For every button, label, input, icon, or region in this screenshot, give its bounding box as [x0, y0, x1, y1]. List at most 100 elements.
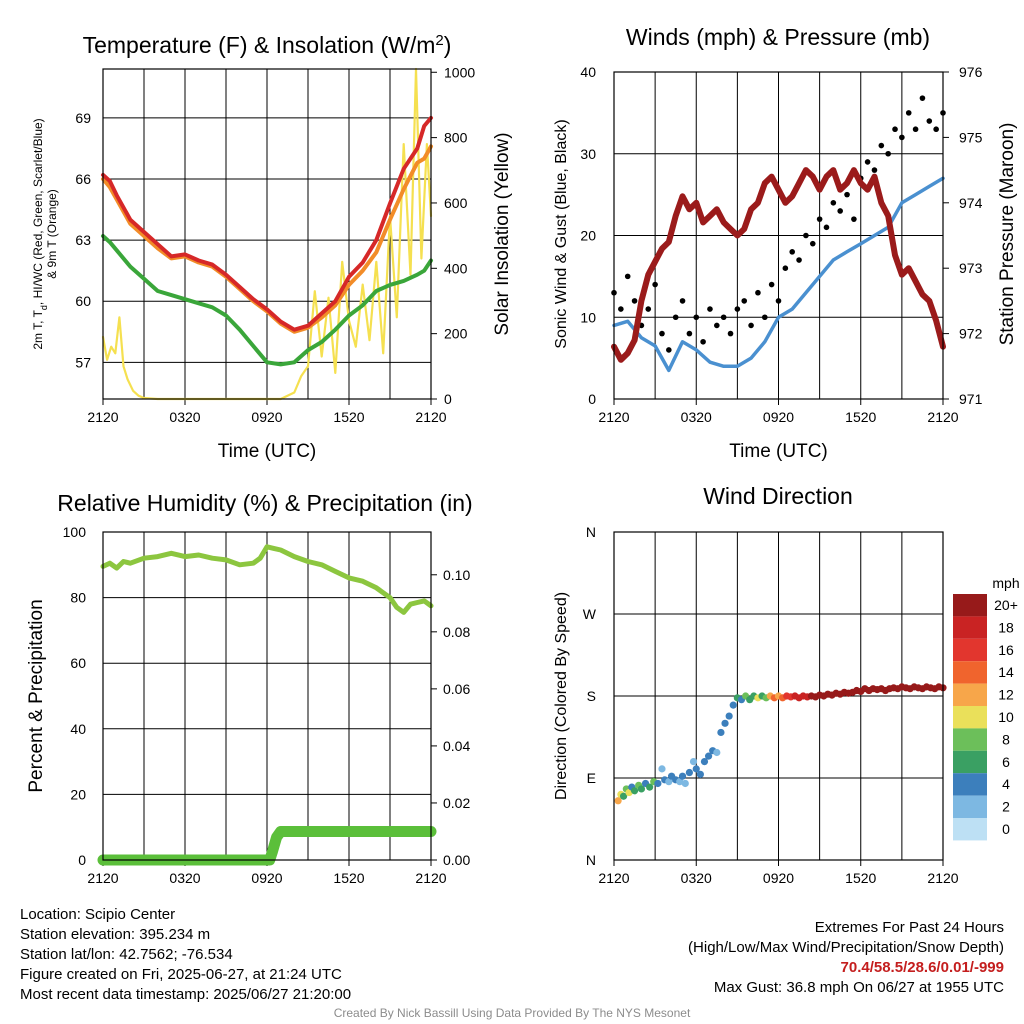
legend-label: 0 — [1002, 821, 1010, 837]
ytick-right-label: 973 — [959, 260, 983, 276]
direction-point — [678, 772, 687, 780]
legend-swatch — [953, 616, 987, 639]
legend-swatch — [953, 594, 987, 617]
legend-label: 4 — [1002, 776, 1010, 792]
direction-xtick-label: 1520 — [845, 870, 876, 886]
ytick-right-label: 971 — [959, 391, 983, 407]
legend-title: mph — [992, 575, 1019, 591]
gust-point — [823, 224, 830, 231]
ytick-left-label: 20 — [580, 228, 596, 244]
gust-point — [693, 314, 700, 321]
legend-label: 18 — [998, 619, 1014, 635]
gust-point — [926, 118, 933, 124]
temperature-chart: 2120 0320 0920 1520 2120 Temperature (F) & In… — [31, 32, 513, 463]
temperature-xtick-label: 2120 — [415, 409, 446, 425]
recent-text: Most recent data timestamp: 2025/06/27 2… — [20, 986, 352, 1003]
legend-label: 8 — [1002, 731, 1010, 747]
legend-swatch — [953, 706, 987, 729]
gust-point — [672, 314, 679, 321]
ytick-right-label: 0 — [444, 391, 452, 407]
legend-swatch — [953, 683, 987, 706]
gust-point — [933, 126, 939, 133]
direction-point — [713, 748, 721, 757]
legend-label: 14 — [998, 664, 1014, 680]
direction-point — [637, 785, 646, 793]
ytick-left-label: 30 — [580, 146, 596, 162]
gust-point — [885, 150, 891, 157]
plot-frame — [613, 531, 944, 861]
location-text: Location: Scipio Center — [20, 906, 176, 923]
latlon-text: Station lat/lon: 42.7562; -76.534 — [20, 946, 233, 963]
rh-line — [100, 544, 434, 615]
gust-point — [844, 191, 850, 198]
temperature-series-line — [101, 234, 433, 367]
winds-xtick-label: 0920 — [763, 409, 794, 425]
ytick-right-label: 975 — [959, 129, 983, 145]
direction-point — [625, 788, 633, 797]
legend-label: 6 — [1002, 754, 1010, 770]
gust-point — [809, 240, 816, 247]
direction-xtick-label: 0920 — [763, 870, 794, 886]
humidity-chart: 2120 0320 0920 1520 2120 Relative Humidity (%… — [26, 490, 473, 886]
direction-point — [704, 752, 713, 760]
ytick-right-label: 0.00 — [443, 852, 470, 868]
ytick-left-label: S — [587, 688, 596, 704]
extremes-values: 70.4/58.5/28.6/0.01/-999 — [840, 959, 1004, 976]
direction-xtick-label: 2120 — [927, 870, 958, 886]
legend-swatch — [953, 638, 987, 662]
humidity-xtick-label: 0920 — [251, 870, 282, 886]
humidity-xtick-label: 0320 — [169, 870, 200, 886]
direction-point — [676, 778, 684, 786]
max-gust-text: Max Gust: 36.8 mph On 06/27 at 1955 UTC — [713, 979, 1004, 996]
ytick-left-label: W — [583, 606, 597, 622]
ytick-left-label: 80 — [70, 590, 86, 606]
winds-xtick-label: 0320 — [681, 409, 712, 425]
direction-point — [658, 765, 666, 773]
winds-xtick-label: 1520 — [845, 409, 876, 425]
plot-frame — [613, 71, 944, 400]
ytick-right-label: 0.04 — [443, 738, 470, 754]
winds-xlabel: Time (UTC) — [729, 441, 828, 462]
ytick-left-label: 20 — [70, 786, 86, 802]
direction-point — [700, 758, 709, 766]
superscript: 2 — [435, 32, 443, 49]
gust-point — [700, 338, 706, 345]
temperature-ylabel-left-2: & 9m T (Orange) — [45, 189, 59, 279]
elevation-text: Station elevation: 395.234 m — [20, 926, 211, 943]
temperature-series-line — [101, 115, 433, 332]
humidity-title: Relative Humidity (%) & Precipitation (i… — [57, 490, 472, 516]
winds-ylabel-right: Station Pressure (Maroon) — [997, 123, 1018, 346]
winds-xtick-label: 2120 — [598, 409, 629, 425]
direction-point — [696, 770, 704, 778]
temperature-title: Temperature (F) & Insolation (W/m2) — [83, 32, 452, 59]
temperature-xtick-label: 0920 — [251, 409, 282, 425]
ytick-right-label: 0.02 — [443, 795, 470, 811]
ytick-left-label: 60 — [75, 293, 91, 309]
ytick-left-label: 60 — [70, 655, 86, 671]
plot-frame — [102, 68, 432, 400]
gust-point — [679, 298, 686, 304]
legend-swatch — [953, 728, 987, 751]
ytick-left-label: N — [586, 524, 596, 540]
legend-label: 2 — [1002, 799, 1010, 815]
gust-point — [830, 200, 837, 206]
station-info: Location: Scipio Center Station elevatio… — [20, 905, 351, 1005]
gust-point — [851, 216, 857, 222]
direction-ylabel-left: Direction (Colored By Speed) — [553, 592, 570, 800]
ytick-right-label: 974 — [959, 195, 983, 211]
ytick-right-label: 600 — [444, 195, 468, 211]
gust-point — [748, 322, 754, 329]
direction-title: Wind Direction — [703, 483, 853, 509]
gust-point — [919, 95, 926, 101]
extremes-title: Extremes For Past 24 Hours — [814, 919, 1004, 936]
gust-point — [652, 281, 658, 288]
gust-point — [782, 265, 789, 272]
legend-swatch — [953, 750, 987, 774]
gust-point — [803, 232, 809, 239]
gust-point — [899, 134, 905, 141]
ytick-right-label: 972 — [959, 326, 983, 342]
winds-xtick-label: 2120 — [927, 409, 958, 425]
direction-xtick-label: 0320 — [681, 870, 712, 886]
